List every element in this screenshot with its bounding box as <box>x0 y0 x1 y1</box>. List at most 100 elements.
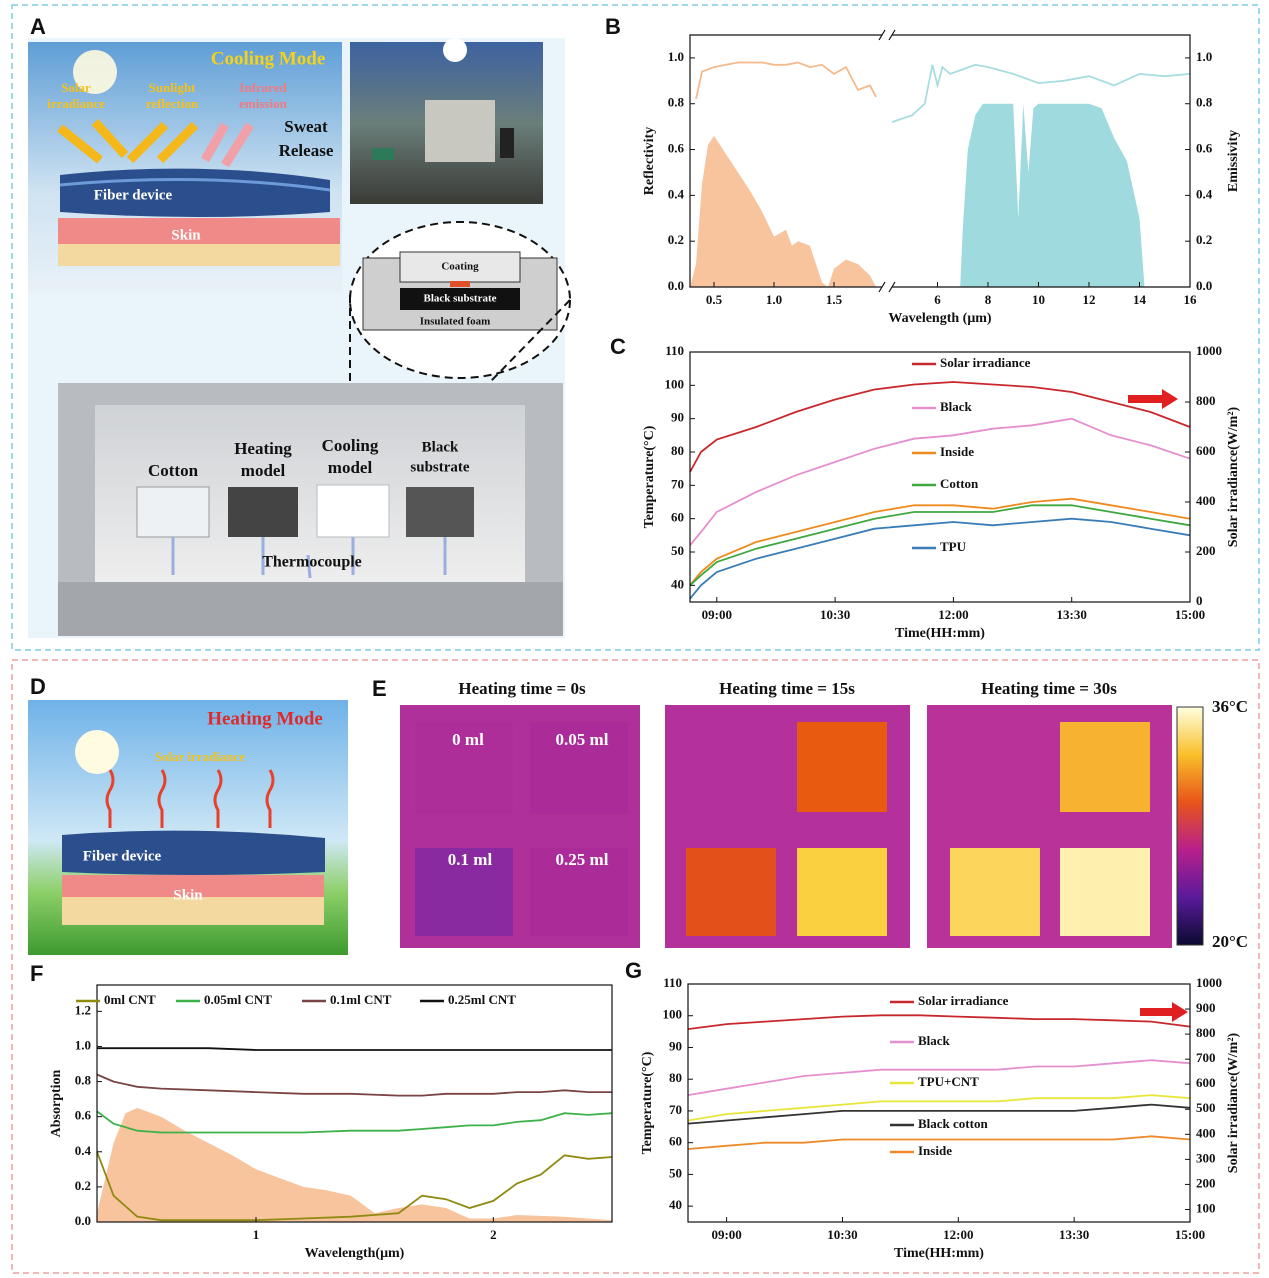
x-tick-label: 15:00 <box>1175 1227 1205 1242</box>
line <box>689 497 1191 586</box>
y2-tick-label: 700 <box>1196 1050 1216 1065</box>
label: Heating <box>234 439 292 458</box>
line <box>687 1059 1191 1096</box>
y-tick-label: 50 <box>669 1165 682 1180</box>
panel-frame <box>11 659 1260 1274</box>
legend-label: Cotton <box>940 476 979 491</box>
x-tick-label: 1 <box>253 1227 260 1242</box>
y-tick-label: 1.2 <box>75 1002 91 1017</box>
legend-label: Inside <box>918 1143 952 1158</box>
y2-axis-title: Emissivity <box>1226 130 1241 192</box>
y2-tick-label: 900 <box>1196 1000 1216 1015</box>
panel-label: G <box>625 958 642 983</box>
legend-label: Solar irradiance <box>918 993 1009 1008</box>
y-tick-label: 80 <box>669 1070 682 1085</box>
legend-label: Solar irradiance <box>940 355 1031 370</box>
x-tick-label: 09:00 <box>702 607 732 622</box>
y-tick-label: 1.0 <box>75 1037 91 1052</box>
y-tick-label: 40 <box>671 576 684 591</box>
x-tick-label: 0.5 <box>706 292 723 307</box>
legend-label: Inside <box>940 444 974 459</box>
axis-arrow <box>1128 389 1178 409</box>
axis-frame <box>689 34 1191 288</box>
x-tick-label: 6 <box>934 292 941 307</box>
y2-tick-label: 800 <box>1196 1025 1216 1040</box>
panel-label: B <box>605 14 621 39</box>
legend-label: 0.1ml CNT <box>330 992 392 1007</box>
thermal-images: Heating time = 0s Heating time = 15s Hea… <box>400 679 1248 951</box>
y-tick-label: 90 <box>671 410 684 425</box>
panel-label: D <box>30 674 46 699</box>
area <box>960 103 1145 287</box>
y2-tick-label: 200 <box>1196 1175 1216 1190</box>
panel-label: A <box>30 14 46 39</box>
y-tick-label: 80 <box>671 443 684 458</box>
line <box>687 1014 1191 1030</box>
x-tick-label: 09:00 <box>711 1227 741 1242</box>
label: Black substrate <box>423 293 496 305</box>
y-tick-label: 0.6 <box>668 141 685 156</box>
y-tick-label: 100 <box>663 1007 683 1022</box>
y2-tick-label: 500 <box>1196 1100 1216 1115</box>
y2-tick-label: 0.6 <box>1196 141 1213 156</box>
label: Cooling <box>322 436 379 455</box>
y-tick-label: 0.4 <box>75 1143 92 1158</box>
y2-axis-title: Solar irradiance(W/m²) <box>1226 406 1241 547</box>
legend-label: Black <box>918 1033 951 1048</box>
legend-label: Black <box>940 399 973 414</box>
scale-label: 36°C <box>1212 697 1248 716</box>
line <box>96 1073 612 1097</box>
y-tick-label: 60 <box>671 510 684 525</box>
panel-label: F <box>30 961 43 986</box>
well-label: 0.1 ml <box>448 850 493 869</box>
y-tick-label: 110 <box>665 343 684 358</box>
y2-tick-label: 1000 <box>1196 975 1222 990</box>
label: substrate <box>410 459 470 475</box>
cooling-illustration: Cooling Mode Solar irradiance Sunlight r… <box>28 42 342 293</box>
label: Skin <box>173 887 203 903</box>
line <box>689 417 1191 546</box>
x-tick-label: 10 <box>1032 292 1045 307</box>
x-axis-title: Wavelength(μm) <box>305 1246 405 1261</box>
y2-tick-label: 0.2 <box>1196 232 1212 247</box>
line <box>695 61 877 100</box>
line <box>687 1103 1191 1125</box>
x-axis-title: Wavelength (μm) <box>888 311 992 326</box>
label: Cotton <box>148 461 199 480</box>
line <box>689 504 1191 586</box>
line <box>96 1110 613 1134</box>
panel-label: C <box>610 334 626 359</box>
y2-tick-label: 600 <box>1196 1075 1216 1090</box>
y-tick-label: 90 <box>669 1038 682 1053</box>
line <box>687 1094 1191 1122</box>
label: Fiber device <box>83 848 162 864</box>
y-axis-title: Absorption <box>49 1069 64 1137</box>
legend-label: 0.05ml CNT <box>204 992 272 1007</box>
area <box>97 1107 612 1222</box>
axis-frame <box>96 984 613 1223</box>
x-tick-label: 8 <box>985 292 992 307</box>
y-tick-label: 100 <box>665 376 685 391</box>
panel-label: E <box>372 676 387 701</box>
line <box>689 517 1191 600</box>
label: reflection <box>146 96 199 111</box>
y-tick-label: 110 <box>663 975 682 990</box>
y2-axis-title: Solar irradiance(W/m²) <box>1226 1032 1241 1173</box>
x-tick-label: 12 <box>1082 292 1095 307</box>
scale-label: 20°C <box>1212 932 1248 951</box>
y2-tick-label: 0.8 <box>1196 95 1213 110</box>
y-tick-label: 60 <box>669 1134 682 1149</box>
legend-label: 0.25ml CNT <box>448 992 516 1007</box>
heating-illustration: Heating Mode Solar irradiance Fiber devi… <box>28 700 348 955</box>
line <box>891 63 1191 123</box>
x-tick-label: 2 <box>490 1227 497 1242</box>
line <box>689 381 1191 473</box>
label: Release <box>279 141 334 160</box>
well-label: 0.05 ml <box>556 730 609 749</box>
label: Insulated foam <box>420 316 491 328</box>
x-tick-label: 1.5 <box>826 292 843 307</box>
axis-arrow <box>1140 1002 1188 1022</box>
x-tick-label: 12:00 <box>938 607 968 622</box>
mode-title: Heating Mode <box>207 708 323 729</box>
legend-label: 0ml CNT <box>104 992 156 1007</box>
